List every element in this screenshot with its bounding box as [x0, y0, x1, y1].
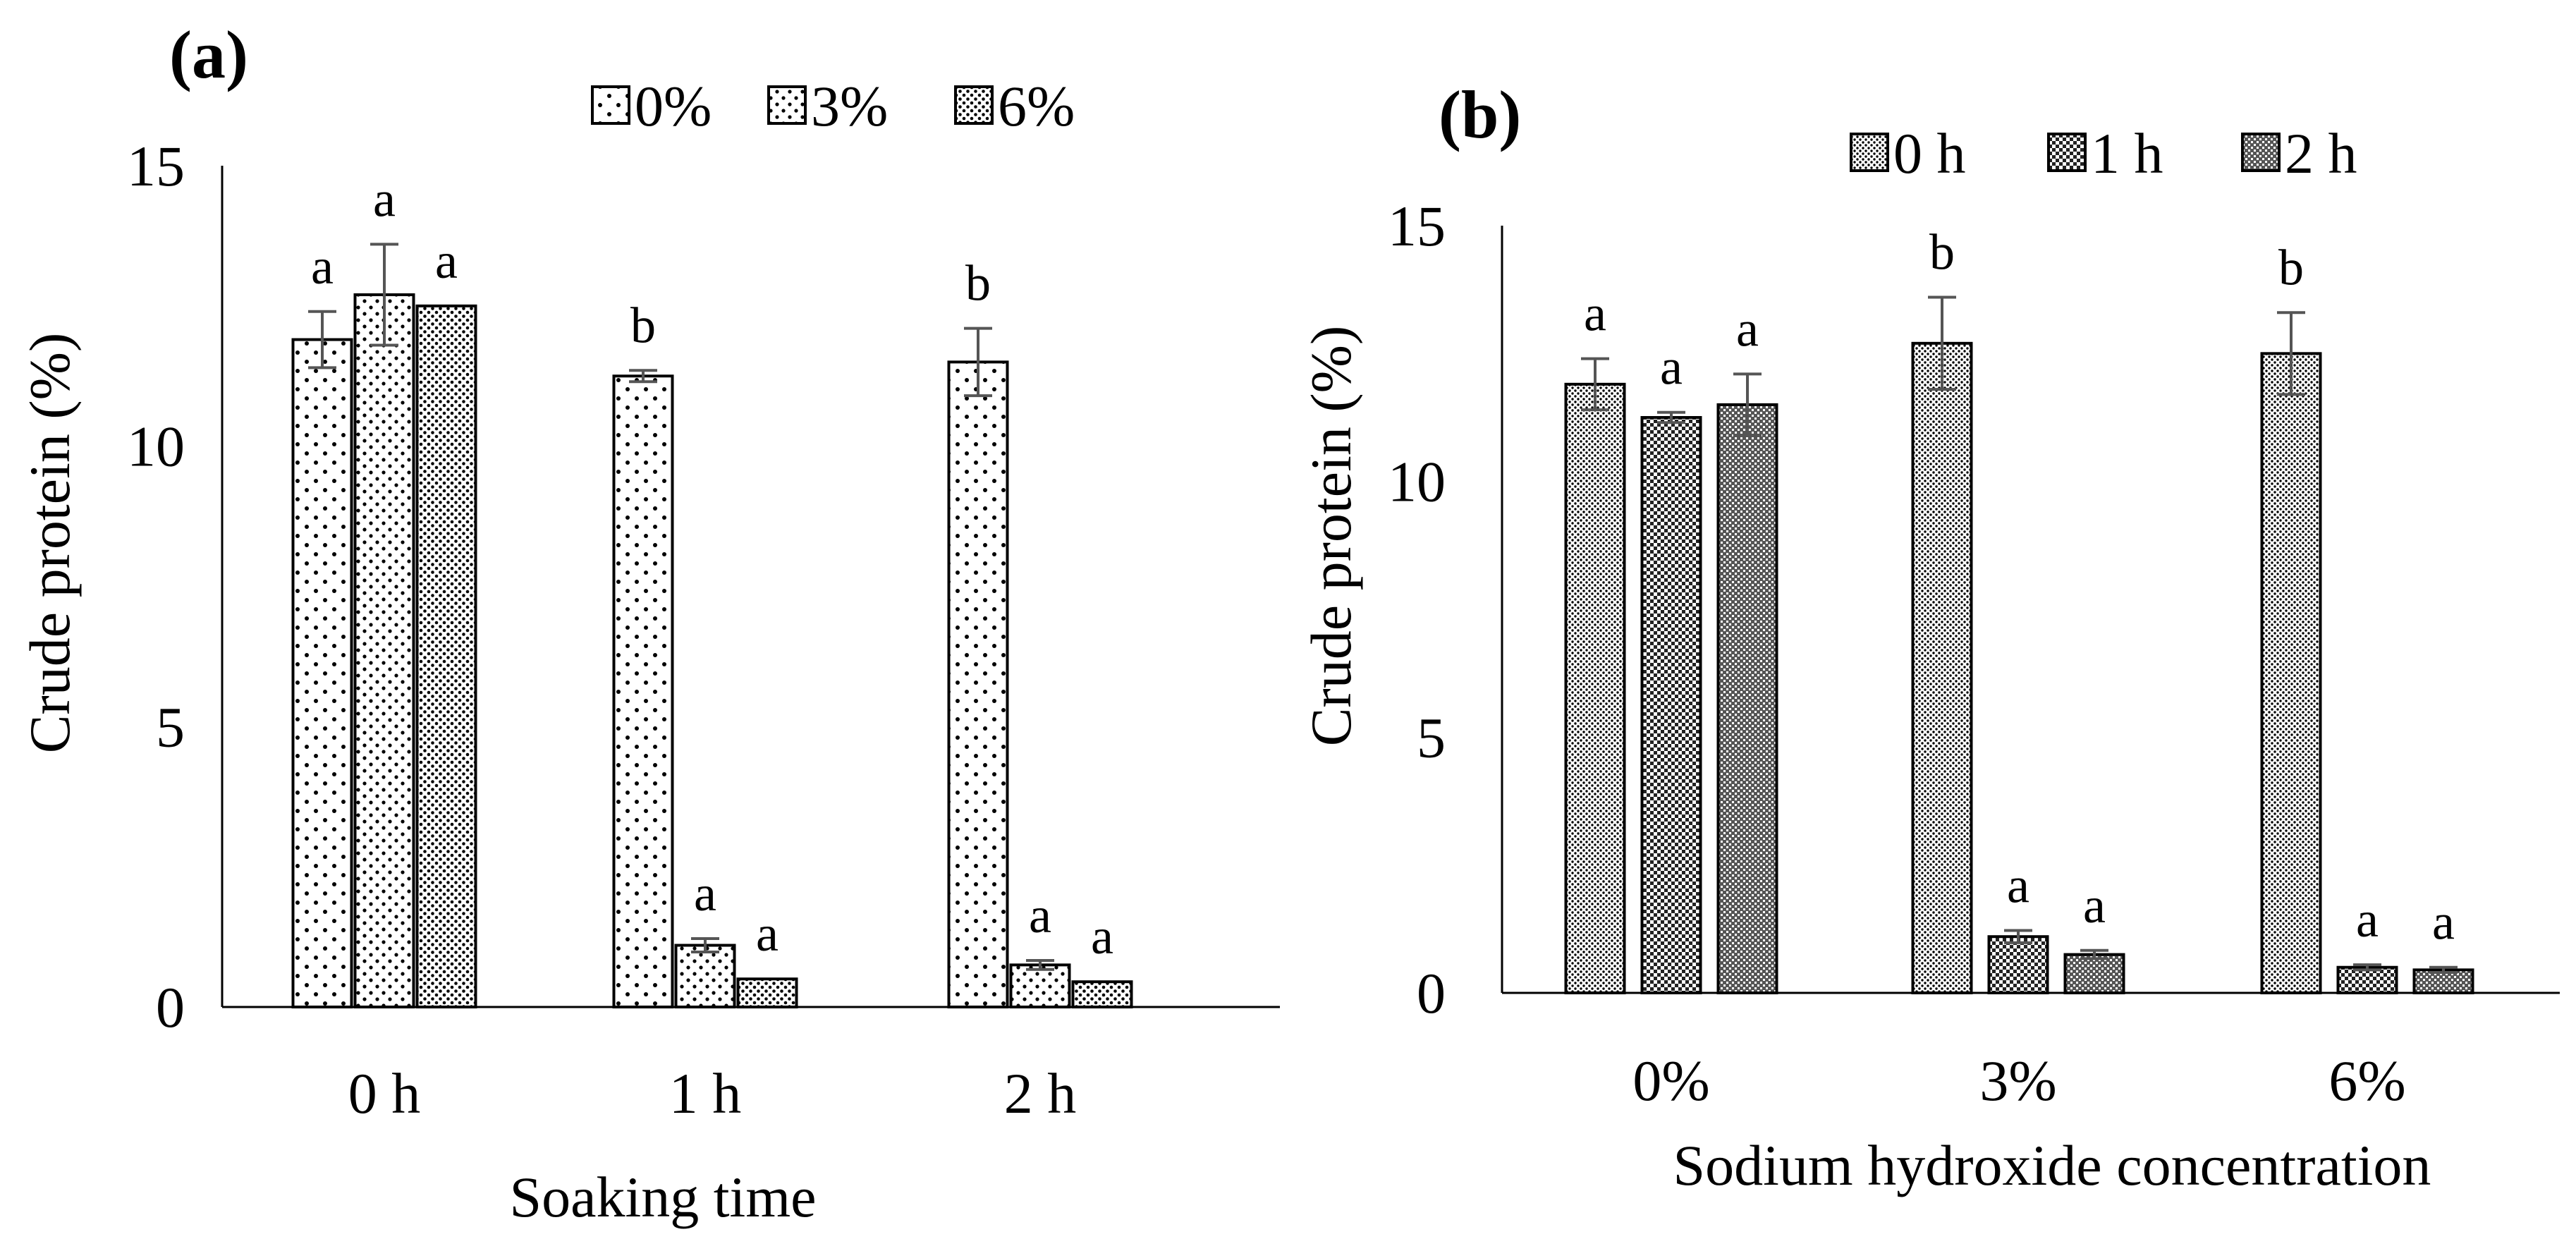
- significance-letter: a: [1091, 908, 1113, 965]
- y-tick-label: 15: [1388, 194, 1446, 258]
- x-ticks-b: 0% 3% 6%: [1632, 1049, 2405, 1113]
- legend-label: 2 h: [2285, 121, 2357, 185]
- x-tick-label: 1 h: [669, 1061, 742, 1125]
- bar: [1911, 341, 1973, 994]
- significance-letter: a: [373, 171, 396, 227]
- x-tick-label: 6%: [2328, 1049, 2405, 1113]
- significance-letter: a: [311, 238, 334, 295]
- legend-label: 1 h: [2091, 121, 2163, 185]
- bar: [1071, 980, 1133, 1008]
- y-tick-label: 0: [1417, 961, 1446, 1025]
- significance-letter: a: [1736, 300, 1759, 357]
- x-ticks-a: 0 h 1 h 2 h: [348, 1061, 1077, 1125]
- bar: [1009, 963, 1071, 1008]
- y-tick-label: 0: [156, 975, 185, 1039]
- legend-label: 0 h: [1893, 121, 1966, 185]
- y-tick-label: 5: [156, 695, 185, 759]
- significance-letter: a: [1029, 887, 1051, 944]
- legend-b: 0 h 1 h 2 h: [1850, 121, 2357, 185]
- significance-letter: a: [435, 233, 458, 289]
- significance-letter: b: [630, 297, 656, 353]
- bar: [947, 360, 1009, 1008]
- significance-letter: b: [965, 255, 991, 312]
- y-ticks-a: 0 5 10 15: [127, 134, 185, 1039]
- significance-letter: a: [756, 905, 779, 962]
- significance-letter: a: [2432, 894, 2455, 951]
- x-tick-label: 0%: [1632, 1049, 1709, 1113]
- y-tick-label: 10: [1388, 450, 1446, 514]
- bar: [1640, 416, 1702, 994]
- bar: [612, 374, 674, 1008]
- y-tick-label: 5: [1417, 705, 1446, 769]
- significance-letter: b: [1929, 224, 1955, 281]
- x-axis-label-b: Sodium hydroxide concentration: [1673, 1133, 2431, 1197]
- y-axis-label-b: Crude protein (%): [1299, 326, 1363, 747]
- x-tick-label: 0 h: [348, 1061, 421, 1125]
- legend-a: 0% 3% 6%: [591, 74, 1075, 138]
- significance-letter: a: [1584, 286, 1606, 342]
- y-axis-label-a: Crude protein (%): [18, 333, 82, 754]
- bar: [1564, 382, 1626, 994]
- bar: [674, 944, 736, 1008]
- legend-label: 3%: [811, 74, 888, 138]
- bar: [1716, 403, 1778, 994]
- bar: [736, 977, 798, 1008]
- panel-label-a: (a): [169, 17, 248, 92]
- significance-letter: a: [2356, 891, 2379, 948]
- bar: [2063, 953, 2125, 994]
- legend-swatch: [2241, 133, 2281, 172]
- x-tick-label: 3%: [1979, 1049, 2056, 1113]
- legend-swatch: [767, 85, 807, 125]
- legend-swatch: [954, 85, 994, 125]
- bar: [1987, 935, 2049, 995]
- y-tick-label: 10: [127, 415, 185, 479]
- bar: [353, 293, 415, 1008]
- bar: [415, 304, 477, 1009]
- panel-label-b: (b): [1439, 77, 1521, 152]
- significance-letter: a: [2083, 877, 2106, 934]
- y-tick-label: 15: [127, 134, 185, 198]
- significance-letter: b: [2278, 239, 2304, 295]
- legend-swatch: [1850, 133, 1889, 172]
- x-axis-label-a: Soaking time: [509, 1165, 816, 1229]
- significance-letter: a: [694, 865, 716, 922]
- significance-letter: a: [1660, 339, 1683, 396]
- significance-letter: a: [2007, 857, 2029, 914]
- legend-label: 0%: [635, 74, 712, 138]
- bar: [2260, 352, 2322, 995]
- legend-swatch: [2047, 133, 2087, 172]
- y-ticks-b: 0 5 10 15: [1388, 194, 1446, 1025]
- panel-b: (b) Crude protein (%) Sodium hydroxide c…: [1299, 77, 2560, 1197]
- legend-label: 6%: [998, 74, 1075, 138]
- bar: [291, 338, 353, 1008]
- legend-swatch: [591, 85, 630, 125]
- x-tick-label: 2 h: [1004, 1061, 1077, 1125]
- panel-a: (a) Crude protein (%) Soaking time 0 5 10 1…: [18, 17, 1280, 1229]
